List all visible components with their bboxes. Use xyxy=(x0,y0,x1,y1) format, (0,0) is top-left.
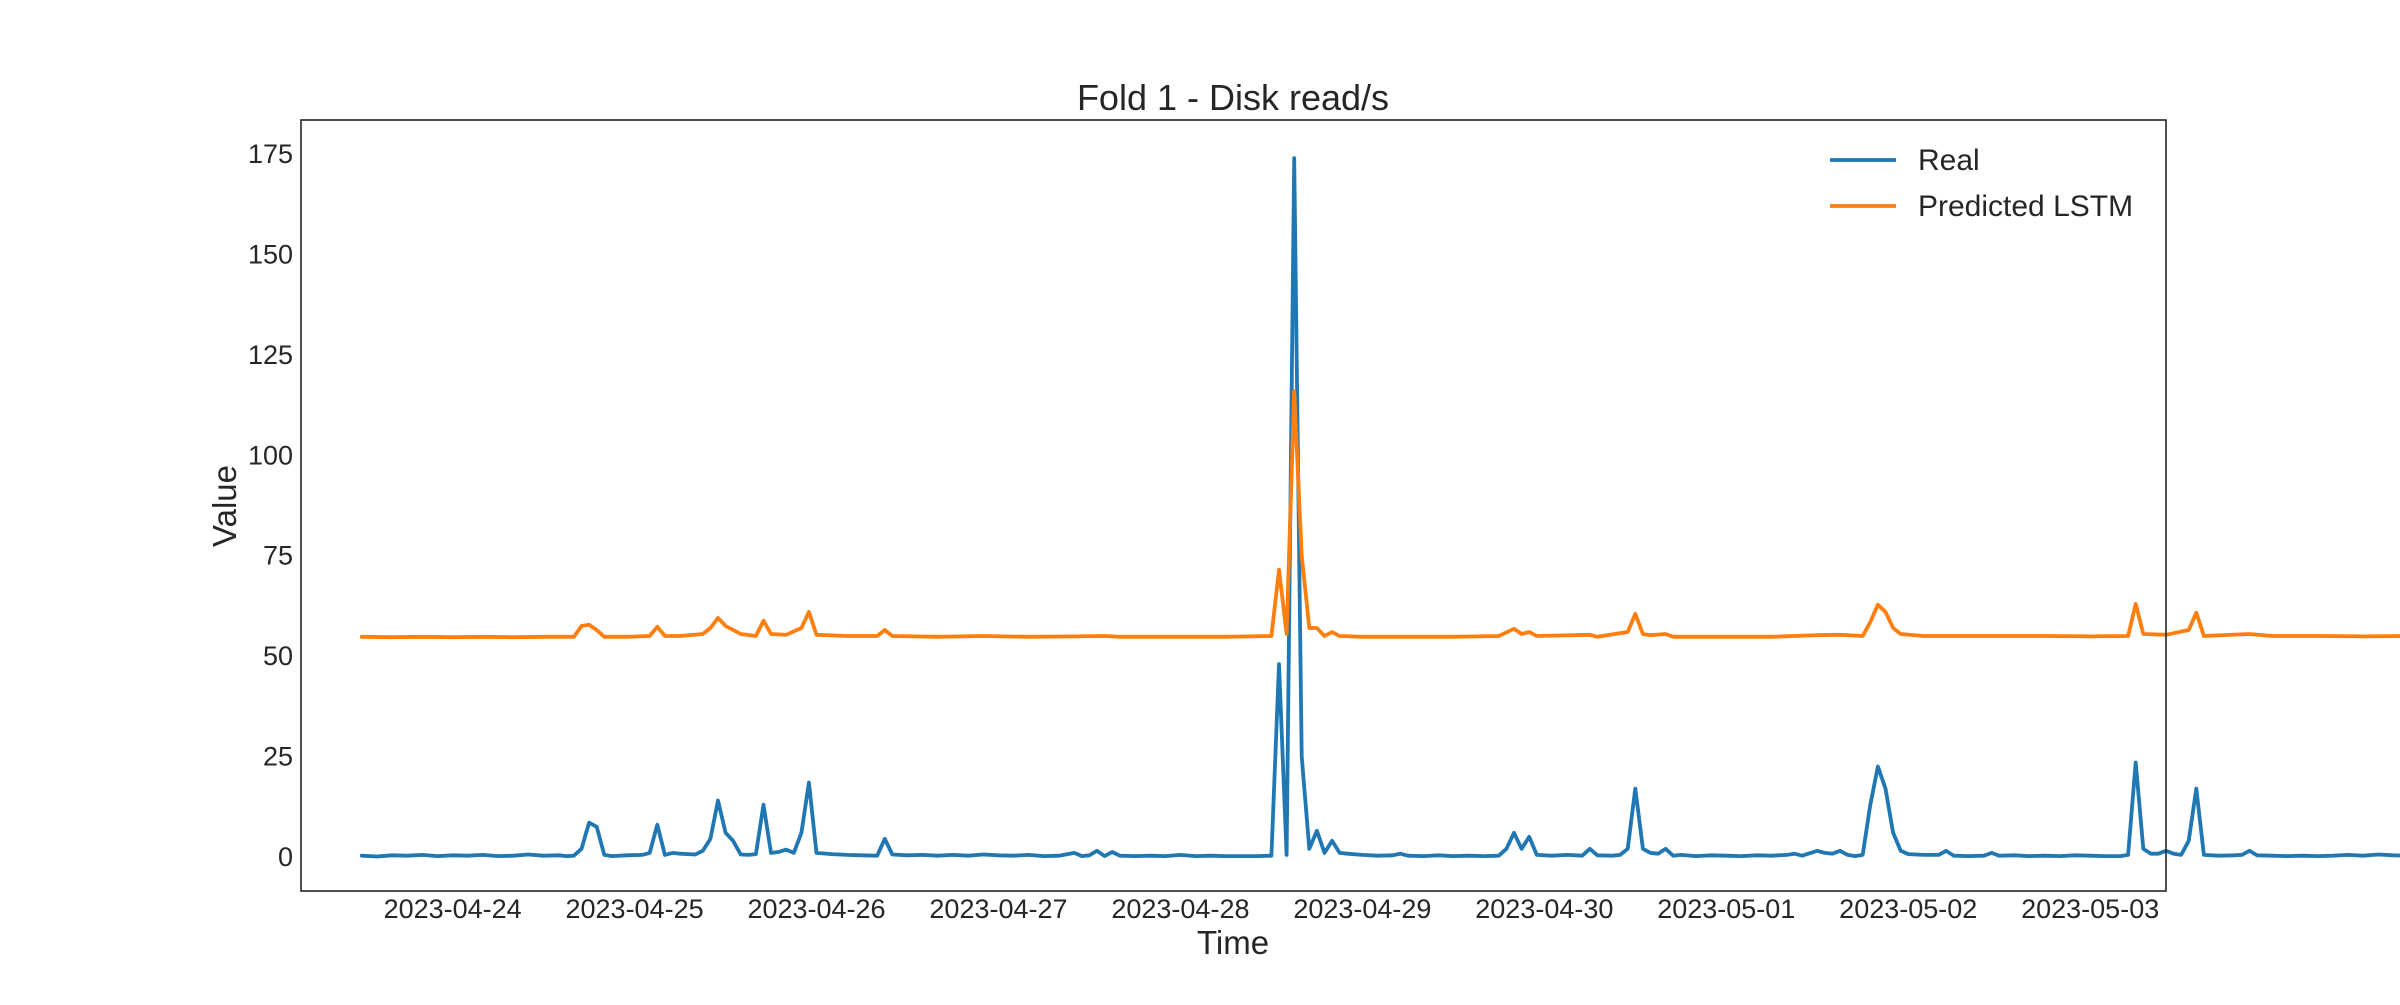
y-tick-label: 125 xyxy=(248,340,293,370)
y-tick-label: 50 xyxy=(263,641,293,671)
series-line-real xyxy=(359,156,2400,859)
y-tick-label: 25 xyxy=(263,741,293,771)
series-layer xyxy=(359,156,2400,859)
y-tick-label: 100 xyxy=(248,440,293,470)
x-tick-label: 2023-04-26 xyxy=(747,894,885,924)
chart-title: Fold 1 - Disk read/s xyxy=(1077,77,1389,118)
y-tick-label: 75 xyxy=(263,541,293,571)
y-tick-label: 150 xyxy=(248,240,293,270)
x-axis-label: Time xyxy=(1197,924,1269,961)
x-tick-label: 2023-04-30 xyxy=(1475,894,1613,924)
y-axis-label: Value xyxy=(206,465,243,547)
y-tick-label: 175 xyxy=(248,139,293,169)
x-tick-label: 2023-04-29 xyxy=(1293,894,1431,924)
x-tick-label: 2023-05-03 xyxy=(2021,894,2159,924)
x-tick-label: 2023-04-27 xyxy=(929,894,1067,924)
x-tick-label: 2023-04-24 xyxy=(384,894,522,924)
x-tick-label: 2023-05-01 xyxy=(1657,894,1795,924)
y-tick-label: 0 xyxy=(278,842,293,872)
series-line-predicted-lstm xyxy=(359,389,2400,640)
x-axis-ticks: 2023-04-24 2023-04-25 2023-04-26 2023-04-27… xyxy=(384,894,2160,924)
legend-label: Predicted LSTM xyxy=(1918,190,2133,223)
legend: Real Predicted LSTM xyxy=(1830,144,2133,223)
plot-frame xyxy=(300,119,2167,892)
x-tick-label: 2023-05-02 xyxy=(1839,894,1977,924)
y-axis-ticks: 0 25 50 75 100 125 150 175 xyxy=(248,139,293,872)
x-tick-label: 2023-04-25 xyxy=(566,894,704,924)
legend-label: Real xyxy=(1918,144,1980,177)
x-tick-label: 2023-04-28 xyxy=(1111,894,1249,924)
